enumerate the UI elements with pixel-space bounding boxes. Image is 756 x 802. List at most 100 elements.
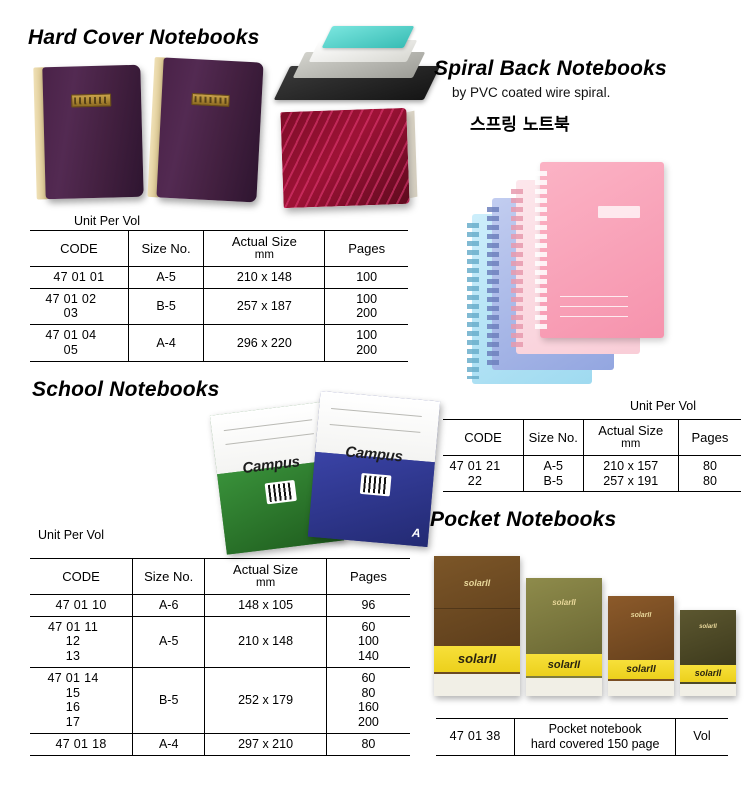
pocket-notebook-4: solarII solarII (680, 610, 736, 696)
cell-actual-size: 257 x 187 (203, 287, 326, 326)
yellow-band (526, 654, 602, 676)
hardcover-book-left (33, 64, 144, 200)
campus-notebook-blue: Campus A (307, 391, 441, 547)
solar-brand-word: solarII (547, 659, 581, 671)
col-header-actual-size: Actual Size mm (203, 230, 326, 267)
cell-size-no: A-5 B-5 (522, 454, 584, 493)
cover-footer (680, 684, 736, 696)
cell-pages: 96 (325, 593, 410, 617)
cell-pages: 80 80 (677, 454, 741, 493)
table-row: 47 01 10 A-6 148 x 105 96 (30, 593, 410, 617)
col-header-code: CODE (30, 558, 134, 595)
cell-size-no: A-5 (132, 615, 206, 668)
school-table-wrap: CODE Size No. Actual Size mm Pages 47 01… (30, 558, 410, 756)
book-cover (280, 107, 410, 209)
spiral-back-korean-title: 스프링 노트북 (470, 115, 570, 135)
col-header-actual-size-unit: mm (621, 438, 641, 451)
cell-pages: 100 200 (324, 287, 408, 326)
cell-size-no: A-4 (127, 324, 205, 362)
cover-logo-icon (598, 206, 640, 218)
cell-actual-size: 148 x 105 (204, 593, 327, 617)
col-header-actual-size: Actual Size mm (204, 558, 327, 595)
school-table: CODE Size No. Actual Size mm Pages 47 01… (30, 558, 410, 756)
table-header-row: CODE Size No. Actual Size mm Pages (30, 558, 410, 595)
spiral-binding-icon (467, 219, 479, 379)
col-header-actual-size-unit: mm (254, 249, 274, 262)
pocket-table-wrap: 47 01 38 Pocket notebook hard covered 15… (436, 718, 728, 756)
table-row: 47 01 18 A-4 297 x 210 80 (30, 732, 410, 756)
section-title-school: School Notebooks (32, 378, 220, 401)
cell-unit: Vol (674, 718, 728, 756)
hard-cover-table: CODE Size No. Actual Size mm Pages 47 01… (30, 230, 408, 362)
yellow-band (680, 665, 736, 682)
kokuyo-logo-icon (359, 472, 392, 497)
table-row: 47 01 01 A-5 210 x 148 100 (30, 265, 408, 289)
yellow-band (608, 660, 674, 679)
cell-actual-size: 210 x 148 (204, 615, 327, 668)
table-header-row: CODE Size No. Actual Size mm Pages (30, 230, 408, 267)
cell-code: 47 01 10 (30, 593, 134, 617)
book-cover (42, 64, 144, 200)
cover-rule-line (559, 296, 629, 297)
book-cover (156, 57, 264, 203)
cell-actual-size: 296 x 220 (203, 324, 326, 362)
col-header-pages: Pages (677, 419, 741, 456)
cell-size-no: B-5 (127, 287, 205, 326)
kokuyo-logo-icon (264, 479, 297, 505)
spiral-notebooks-photo (462, 152, 744, 390)
unit-per-vol-label-spiral: Unit Per Vol (630, 399, 697, 413)
cell-code: 47 01 04 05 (30, 324, 129, 362)
table-header-row: CODE Size No. Actual Size mm Pages (443, 419, 741, 456)
yellow-band (434, 646, 520, 672)
solar-gold-word: solarII (699, 624, 717, 630)
cell-code: 47 01 38 (436, 718, 516, 756)
hardcover-book-right (147, 57, 264, 203)
col-header-code: CODE (443, 419, 524, 456)
table-row: 47 01 11 12 13 A-5 210 x 148 60 100 140 (30, 615, 410, 668)
solar-brand-word: solarII (457, 651, 497, 666)
cover-footer (526, 678, 602, 696)
spiral-back-table-wrap: CODE Size No. Actual Size mm Pages 47 01… (443, 419, 741, 493)
section-title-spiral-back: Spiral Back Notebooks (434, 57, 667, 80)
spiral-binding-icon (511, 185, 523, 349)
table-row: 47 01 14 15 16 17 B-5 252 x 179 60 80 16… (30, 666, 410, 734)
cell-actual-size: 210 x 157 257 x 191 (582, 454, 679, 493)
red-patterned-notebook-photo (280, 107, 418, 209)
col-header-size-no: Size No. (127, 230, 205, 267)
unit-per-vol-label-school: Unit Per Vol (38, 528, 105, 542)
table-row: 47 01 04 05 A-4 296 x 220 100 200 (30, 324, 408, 362)
cover-footer (608, 681, 674, 696)
cell-actual-size: 210 x 148 (203, 265, 326, 289)
cell-size-no: A-4 (132, 732, 206, 756)
cell-pages: 100 200 (324, 324, 408, 362)
pocket-notebook-1: solarII solarII (434, 556, 520, 696)
table-row: 47 01 02 03 B-5 257 x 187 100 200 (30, 287, 408, 326)
stack-book-turquoise (321, 26, 415, 48)
col-header-actual-size: Actual Size mm (582, 419, 679, 456)
cell-pages: 60 80 160 200 (325, 666, 410, 734)
col-header-pages: Pages (325, 558, 410, 595)
cell-code: 47 01 14 15 16 17 (30, 666, 134, 734)
cell-code: 47 01 21 22 (443, 454, 524, 493)
col-header-code: CODE (30, 230, 129, 267)
cell-size-no: B-5 (132, 666, 206, 734)
section-title-pocket: Pocket Notebooks (430, 508, 617, 531)
cell-description: Pocket notebook hard covered 150 page (514, 718, 676, 756)
school-notebooks-photo: Campus Campus A (209, 391, 441, 560)
cover-body (434, 556, 520, 650)
hard-cover-table-wrap: CODE Size No. Actual Size mm Pages 47 01… (30, 230, 408, 362)
cell-pages: 100 (324, 265, 408, 289)
table-row: 47 01 38 Pocket notebook hard covered 15… (436, 718, 728, 756)
cover-body (526, 578, 602, 656)
solar-gold-word: solarII (552, 598, 576, 607)
table-row: 47 01 21 22 A-5 B-5 210 x 157 257 x 191 … (443, 454, 741, 493)
col-header-actual-size-text: Actual Size (598, 423, 664, 438)
cover-rule-line (434, 608, 520, 609)
cover-rule-line (559, 316, 629, 317)
pocket-notebooks-photo: solarII solarII solarII solarII solarII … (432, 548, 750, 710)
cell-actual-size: 297 x 210 (204, 732, 327, 756)
col-header-size-no: Size No. (132, 558, 206, 595)
spiral-binding-icon (487, 203, 499, 365)
pocket-notebook-2: solarII solarII (526, 578, 602, 696)
